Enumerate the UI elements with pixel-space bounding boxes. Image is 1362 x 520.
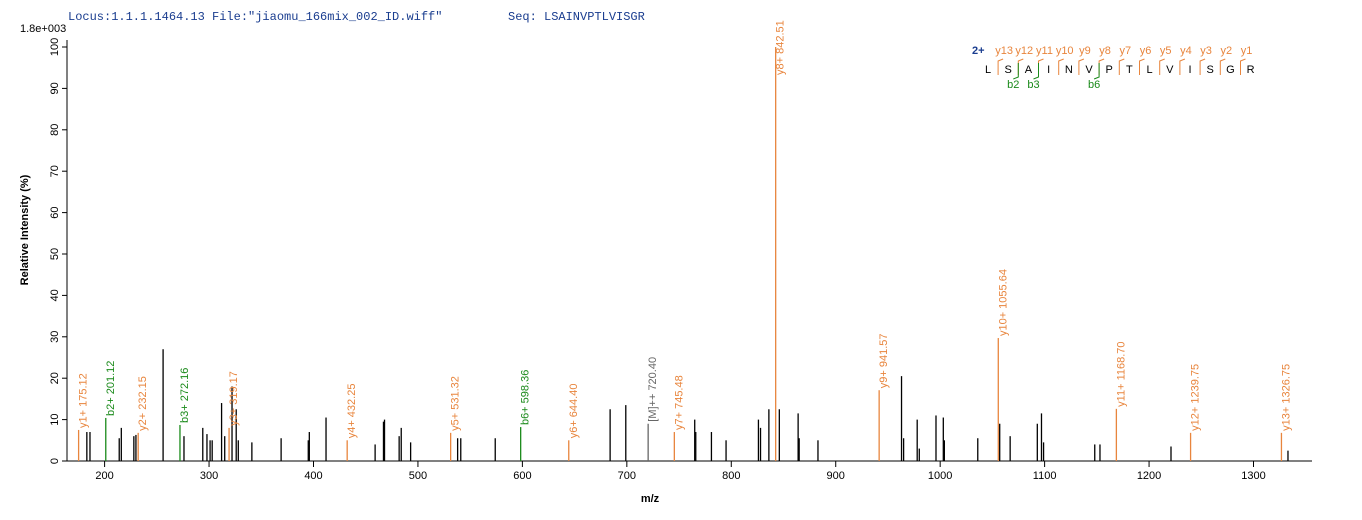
- b-ion: b6: [1088, 79, 1100, 91]
- residue: T: [1126, 64, 1133, 76]
- residue: A: [1025, 64, 1033, 76]
- peak-label: y11+ 1168.70: [1115, 341, 1127, 406]
- residue: I: [1047, 64, 1050, 76]
- residue: L: [985, 64, 991, 76]
- y-ion: y11: [1036, 45, 1053, 57]
- residue: S: [1207, 64, 1214, 76]
- y-ion: y12: [1015, 45, 1033, 57]
- b-ion: b3: [1027, 79, 1039, 91]
- y-tick-label: 0: [49, 458, 61, 464]
- residue: L: [1147, 64, 1153, 76]
- residue: V: [1166, 64, 1174, 76]
- peak-label: [M]++ 720.40: [647, 357, 659, 422]
- y-bracket: [1219, 58, 1226, 75]
- y-bracket: [1159, 58, 1165, 75]
- y-bracket: [997, 58, 1004, 75]
- x-axis-label: m/z: [641, 493, 660, 505]
- peak-label: y8+ 842.51: [775, 20, 787, 75]
- peak-label: y12+ 1239.75: [1190, 364, 1202, 431]
- y-bracket: [1017, 58, 1024, 75]
- y-bracket: [1199, 58, 1206, 75]
- x-tick-label: 700: [618, 470, 636, 482]
- y-ion: y2: [1220, 45, 1232, 57]
- y-bracket: [1118, 58, 1125, 75]
- y-tick-label: 10: [49, 413, 61, 425]
- y-ion: y10: [1056, 45, 1074, 57]
- b-bracket: [1093, 63, 1100, 80]
- y-tick-label: 20: [49, 372, 61, 384]
- peak-label: y10+ 1055.64: [997, 269, 1009, 336]
- y-tick-label: 100: [49, 38, 61, 56]
- locus: Locus:1.1.1.1464.13 File:"jiaomu_166mix_…: [68, 10, 442, 24]
- scale-label: 1.8e+003: [20, 23, 66, 35]
- peak-label: y1+ 175.12: [78, 373, 90, 428]
- peak-label: y9+ 941.57: [878, 333, 890, 388]
- y-axis-label: Relative Intensity (%): [19, 174, 31, 285]
- x-tick-label: 1300: [1241, 470, 1265, 482]
- y-bracket: [1038, 58, 1044, 75]
- peak-label: y5+ 531.32: [450, 376, 462, 431]
- x-tick-label: 1100: [1033, 470, 1057, 482]
- y-ion: y3: [1200, 45, 1212, 57]
- peak-label: b2+ 201.12: [105, 361, 117, 416]
- b-bracket: [1013, 63, 1019, 80]
- peak-label: b3+ 272.16: [179, 368, 191, 423]
- y-tick-label: 30: [49, 331, 61, 343]
- x-tick-label: 900: [827, 470, 845, 482]
- x-tick-label: 800: [722, 470, 740, 482]
- peak-label: y2+ 232.15: [137, 376, 149, 431]
- b-bracket: [1033, 63, 1039, 80]
- y-tick-label: 60: [49, 206, 61, 218]
- residue: R: [1247, 64, 1255, 76]
- y-tick-label: 90: [49, 82, 61, 94]
- y-bracket: [1058, 58, 1064, 75]
- peak-label: y4+ 432.25: [346, 384, 358, 439]
- y-bracket: [1240, 58, 1246, 75]
- y-bracket: [1179, 58, 1186, 75]
- y-ion: y1: [1241, 45, 1253, 57]
- x-tick-label: 500: [409, 470, 427, 482]
- y-tick-label: 50: [49, 248, 61, 260]
- y-ion: y5: [1160, 45, 1172, 57]
- y-ion: y13: [995, 45, 1013, 57]
- y-ion: y7: [1119, 45, 1131, 57]
- charge: 2+: [972, 45, 985, 57]
- b-ion: b2: [1007, 79, 1019, 91]
- peak-label: y3+ 319.17: [228, 371, 240, 426]
- y-ion: y6: [1140, 45, 1152, 57]
- x-tick-label: 1000: [928, 470, 952, 482]
- y-tick-label: 40: [49, 289, 61, 301]
- y-bracket: [1139, 58, 1145, 75]
- x-tick-label: 600: [513, 470, 531, 482]
- residue: I: [1188, 64, 1191, 76]
- y-ion: y9: [1079, 45, 1091, 57]
- residue: G: [1226, 64, 1235, 76]
- peak-label: y13+ 1326.75: [1280, 364, 1292, 431]
- y-bracket: [1098, 58, 1105, 75]
- sequence: Seq: LSAINVPTLVISGR: [508, 10, 645, 24]
- y-tick-label: 80: [49, 124, 61, 136]
- residue: S: [1005, 64, 1012, 76]
- residue: P: [1106, 64, 1113, 76]
- peak-label: b6+ 598.36: [520, 370, 532, 425]
- residue: N: [1065, 64, 1073, 76]
- x-tick-label: 200: [95, 470, 113, 482]
- y-ion: y8: [1099, 45, 1111, 57]
- y-ion: y4: [1180, 45, 1192, 57]
- y-bracket: [1078, 58, 1085, 75]
- x-tick-label: 400: [304, 470, 322, 482]
- peak-label: y7+ 745.48: [673, 375, 685, 430]
- x-tick-label: 1200: [1137, 470, 1161, 482]
- residue: V: [1085, 64, 1093, 76]
- x-tick-label: 300: [200, 470, 218, 482]
- peak-label: y6+ 644.40: [568, 384, 580, 439]
- y-tick-label: 70: [49, 165, 61, 177]
